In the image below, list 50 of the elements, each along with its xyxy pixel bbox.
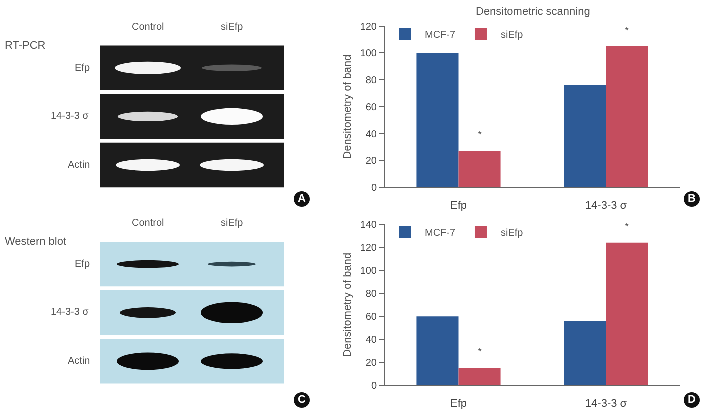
y-tick-label: 0 [371, 381, 378, 392]
bar [416, 316, 459, 386]
annotation: * [625, 222, 629, 233]
text: RT-PCR [5, 40, 46, 52]
y-tick-label: 20 [366, 358, 378, 370]
text: Actin [68, 356, 90, 367]
legend-label: siEfp [500, 30, 524, 41]
text: Control [132, 22, 164, 33]
y-tick-label: 60 [366, 312, 378, 324]
y-tick-label: 80 [366, 289, 378, 300]
y-tick-label: 0 [371, 183, 378, 194]
text: Actin [68, 160, 90, 171]
bar [564, 85, 606, 188]
y-axis-title: Densitometry of band [342, 54, 354, 160]
annotation: * [478, 130, 482, 141]
y-tick-label: 40 [366, 129, 378, 140]
y-tick-label: 80 [366, 76, 378, 87]
text: siEfp [221, 218, 244, 229]
legend-label: MCF-7 [425, 228, 456, 240]
y-tick-label: 100 [360, 266, 378, 278]
bar [606, 242, 648, 386]
text: C [298, 394, 306, 406]
y-tick-label: 120 [360, 243, 378, 254]
y-tick-label: 40 [366, 335, 378, 346]
text: siEfp [221, 22, 244, 33]
bar [564, 321, 606, 386]
text: 14-3-3 σ [51, 111, 90, 122]
legend-label: siEfp [500, 228, 524, 240]
text: D [688, 394, 696, 406]
text: A [298, 193, 306, 205]
y-tick-label: 60 [366, 102, 378, 114]
bar [458, 368, 501, 386]
bar [606, 46, 648, 188]
chart-title: Densitometric scanning [476, 6, 590, 18]
text: Efp [75, 63, 90, 74]
bar [416, 53, 459, 188]
text: B [688, 193, 696, 205]
y-tick-label: 100 [360, 48, 378, 60]
text: Western blot [5, 236, 67, 248]
text: Control [132, 218, 164, 229]
text: Efp [75, 259, 90, 270]
text: 14-3-3 σ [51, 307, 90, 318]
y-tick-label: 140 [360, 220, 378, 231]
annotation: * [625, 26, 629, 37]
legend-label: MCF-7 [425, 30, 456, 41]
bar [458, 151, 501, 188]
y-axis-title: Densitometry of band [342, 252, 354, 358]
y-tick-label: 120 [360, 22, 378, 33]
annotation: * [478, 347, 482, 358]
y-tick-label: 20 [366, 156, 378, 168]
